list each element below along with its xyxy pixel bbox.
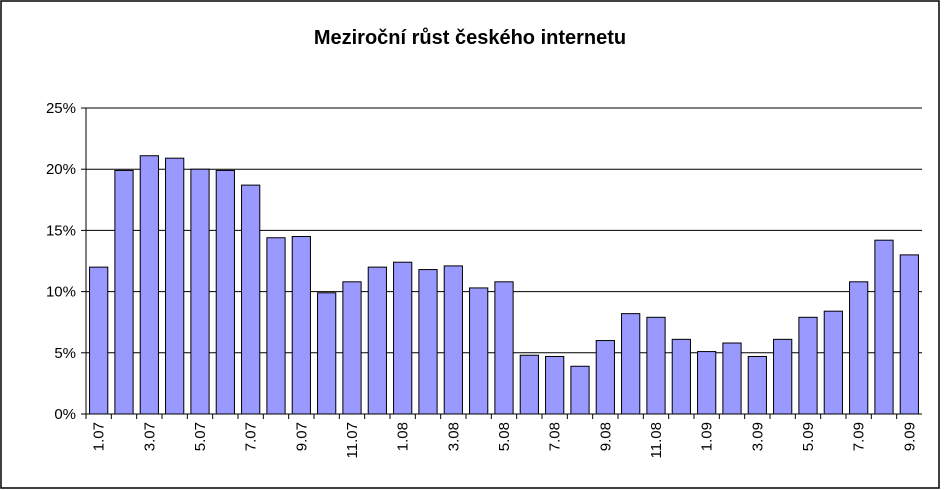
x-tick-label: 7.09 [851,422,868,451]
y-tick-label: 15% [46,222,76,239]
x-tick-label: 7.08 [547,422,564,451]
y-tick-label: 20% [46,161,76,178]
bar [621,313,641,415]
bar [519,354,539,415]
bar [443,265,463,415]
x-tick-label: 5.08 [496,422,513,451]
x-tick-label: 9.09 [901,422,918,451]
bar [570,365,590,415]
x-tick-label: 11.08 [648,422,665,458]
bar [595,340,615,415]
bar [849,281,869,415]
bar [190,168,210,415]
x-tick-label: 3.08 [445,422,462,451]
y-tick-label: 0% [54,406,76,423]
bar [747,355,767,415]
bar [139,155,159,415]
bar [367,266,387,415]
bar [494,281,514,415]
bar [165,157,185,415]
x-tick-label: 1.08 [395,422,412,451]
chart-title: Meziroční růst českého internetu [314,27,626,49]
bar [241,184,261,415]
y-tick-label: 25% [46,100,76,117]
bar [266,237,286,415]
y-tick-label: 5% [54,345,76,362]
bar [722,342,742,415]
x-tick-label: 3.07 [141,422,158,451]
x-tick-label: 11.07 [344,422,361,458]
bar [418,269,438,415]
x-tick-label: 5.07 [192,422,209,451]
bar [89,266,109,415]
bar [342,281,362,415]
bar [317,292,337,415]
bar [215,169,235,415]
bar [697,351,717,415]
bar [469,287,489,415]
bar [646,316,666,415]
bar [874,239,894,415]
y-tick-label: 10% [46,284,76,301]
x-tick-label: 3.09 [749,422,766,451]
bar [798,316,818,415]
x-tick-label: 9.08 [597,422,614,451]
bar [545,355,565,415]
x-tick-label: 1.09 [699,422,716,451]
bar [671,338,691,415]
bar [823,310,843,415]
x-tick-label: 1.07 [91,422,108,451]
bar [291,236,311,415]
x-tick-label: 7.07 [243,422,260,451]
x-tick-label: 5.09 [800,422,817,451]
bar [773,338,793,415]
bar [899,254,919,415]
x-tick-label: 9.07 [293,422,310,451]
bar [393,261,413,415]
bar [114,169,134,415]
